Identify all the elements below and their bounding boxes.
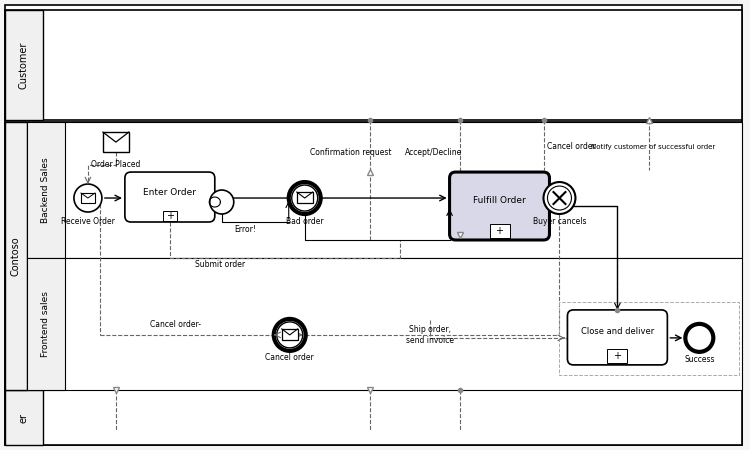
Text: er: er <box>19 413 29 423</box>
Text: Buyer cancels: Buyer cancels <box>532 217 586 226</box>
Text: Receive Order: Receive Order <box>61 217 115 226</box>
Text: Customer: Customer <box>19 41 29 89</box>
Circle shape <box>686 324 713 352</box>
Text: Order Placed: Order Placed <box>92 160 140 169</box>
Text: +: + <box>166 211 174 221</box>
Text: Close and deliver: Close and deliver <box>580 328 654 337</box>
Bar <box>282 329 298 340</box>
Text: Contoso: Contoso <box>11 236 21 276</box>
Text: Backend Sales: Backend Sales <box>41 157 50 223</box>
Text: +: + <box>614 351 622 361</box>
Text: Notify customer of successful order: Notify customer of successful order <box>592 144 716 150</box>
Bar <box>5 10 43 120</box>
Text: Error!: Error! <box>234 225 256 234</box>
Text: Success: Success <box>684 355 715 364</box>
Bar <box>5 122 27 390</box>
Text: Confirmation request: Confirmation request <box>310 148 392 157</box>
Text: Accept/Decline: Accept/Decline <box>404 148 462 157</box>
Text: Enter Order: Enter Order <box>143 188 196 197</box>
Circle shape <box>289 182 321 214</box>
Circle shape <box>548 186 572 210</box>
Bar <box>27 258 742 390</box>
Bar <box>81 193 95 203</box>
Bar <box>5 390 742 445</box>
Bar <box>297 192 313 203</box>
Circle shape <box>277 322 303 348</box>
Text: +: + <box>496 226 503 236</box>
Circle shape <box>292 185 318 211</box>
Circle shape <box>74 184 102 212</box>
FancyBboxPatch shape <box>125 172 214 222</box>
Text: Submit order: Submit order <box>195 260 244 269</box>
Circle shape <box>210 190 234 214</box>
Text: Cancel order: Cancel order <box>266 353 314 362</box>
Text: Frontend sales: Frontend sales <box>41 291 50 357</box>
Text: Cancel order-: Cancel order- <box>150 320 201 329</box>
Bar <box>27 122 65 258</box>
Bar <box>5 122 742 390</box>
Text: Bad order: Bad order <box>286 217 323 226</box>
Circle shape <box>544 182 575 214</box>
Text: Cancel order: Cancel order <box>548 142 596 151</box>
Bar <box>490 224 509 238</box>
Bar <box>27 122 742 258</box>
Bar <box>27 258 65 390</box>
FancyBboxPatch shape <box>568 310 668 365</box>
Circle shape <box>274 319 306 351</box>
Text: Ship order,
send invoice: Ship order, send invoice <box>406 325 454 345</box>
Bar <box>5 390 43 445</box>
Text: Fulfill Order: Fulfill Order <box>473 195 526 204</box>
Bar <box>163 211 177 221</box>
Bar <box>5 10 742 120</box>
Bar <box>608 349 628 363</box>
FancyBboxPatch shape <box>449 172 550 240</box>
FancyBboxPatch shape <box>568 310 668 365</box>
Bar <box>103 132 129 152</box>
